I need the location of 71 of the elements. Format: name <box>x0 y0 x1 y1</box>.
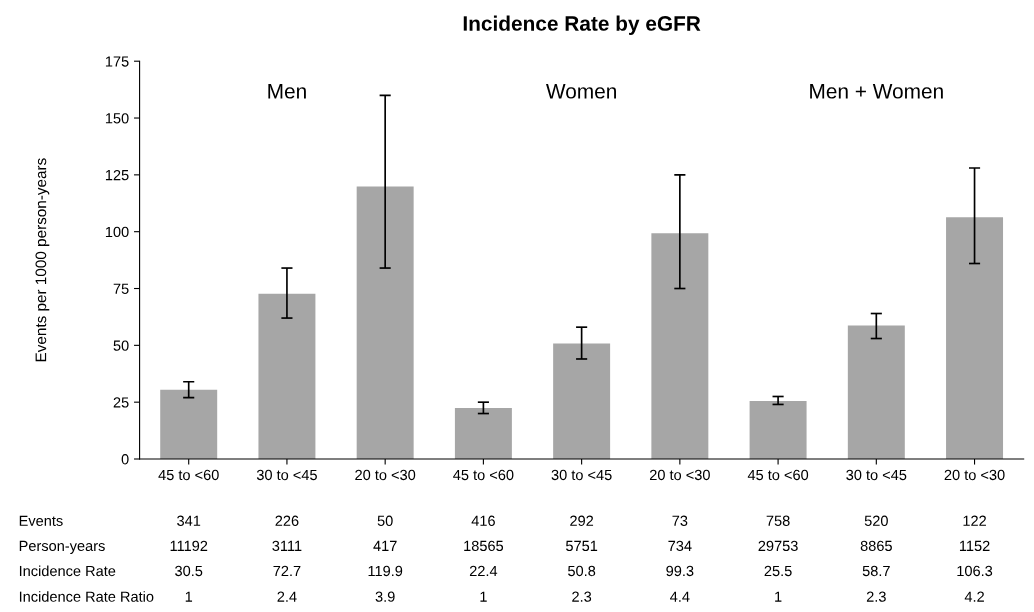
y-tick-label: 150 <box>105 113 129 124</box>
x-tick-label: 30 to <45 <box>846 469 907 481</box>
text: 1152 <box>959 540 990 552</box>
text: 1 <box>480 591 487 602</box>
text: 8865 <box>860 540 892 552</box>
text: 99.3 <box>666 565 694 577</box>
text: 758 <box>766 515 790 526</box>
text: Events <box>19 515 63 526</box>
bar <box>847 325 905 459</box>
bar <box>946 217 1004 459</box>
chart-title: Incidence Rate by eGFR <box>463 15 701 35</box>
text: 1 <box>775 591 782 602</box>
bar <box>749 401 807 459</box>
text: 5751 <box>565 540 598 552</box>
y-tick-label: 50 <box>113 340 129 351</box>
text: Incidence Rate Ratio <box>19 591 154 602</box>
text: 58.7 <box>862 565 890 577</box>
text: Person-years <box>19 540 105 554</box>
text: 520 <box>864 515 888 526</box>
annotation: Men <box>268 84 306 99</box>
bar <box>553 343 611 459</box>
text: 22.4 <box>469 565 498 576</box>
text: 50 <box>377 515 393 526</box>
y-tick-label: 175 <box>105 56 129 67</box>
x-tick-label: 45 to <60 <box>158 469 219 481</box>
y-tick-label: 125 <box>105 169 129 181</box>
y-tick-label: 75 <box>113 283 129 294</box>
y-axis-title: Events per 1000 person-years <box>35 158 50 362</box>
text: 226 <box>275 515 299 526</box>
text: 18565 <box>464 540 504 552</box>
x-tick-label: 45 to <60 <box>453 469 514 481</box>
text: 106.3 <box>957 565 993 577</box>
text: 3.9 <box>375 591 395 602</box>
text: 119.9 <box>368 565 403 577</box>
text: 72.7 <box>273 565 301 576</box>
text: 2.4 <box>277 591 297 602</box>
text: 25.5 <box>764 565 792 577</box>
text: 29753 <box>758 540 798 552</box>
x-tick-label: 20 to <30 <box>944 469 1005 481</box>
y-tick-label: 25 <box>113 397 129 408</box>
text: 341 <box>177 515 201 526</box>
annotation: Women <box>546 84 616 99</box>
text: 4.4 <box>670 591 690 602</box>
x-tick-label: 45 to <60 <box>747 469 809 481</box>
text: 734 <box>668 540 692 552</box>
text: 2.3 <box>572 591 592 602</box>
bar <box>160 389 218 459</box>
text: 122 <box>963 515 986 526</box>
text: Incidence Rate <box>19 565 116 577</box>
text: 417 <box>373 540 397 551</box>
text: 416 <box>471 515 495 526</box>
text: 1 <box>185 591 193 602</box>
text: 2.3 <box>866 591 886 602</box>
text: 73 <box>672 515 688 526</box>
text: 292 <box>570 515 594 526</box>
y-tick-label: 100 <box>105 226 129 238</box>
text: 4.2 <box>964 591 984 602</box>
x-tick-label: 30 to <45 <box>551 469 612 481</box>
x-tick-label: 30 to <45 <box>256 469 317 481</box>
bar <box>356 186 414 459</box>
text: 11192 <box>170 540 208 552</box>
x-tick-label: 20 to <30 <box>355 469 416 481</box>
annotation: Men + Women <box>810 84 943 99</box>
y-tick-label: 0 <box>121 454 129 465</box>
text: 30.5 <box>175 565 203 577</box>
bar <box>258 293 316 459</box>
text: 3111 <box>272 540 302 552</box>
bar <box>454 408 512 459</box>
bar <box>651 233 709 459</box>
x-tick-label: 20 to <30 <box>649 469 710 481</box>
text: 50.8 <box>568 565 596 577</box>
